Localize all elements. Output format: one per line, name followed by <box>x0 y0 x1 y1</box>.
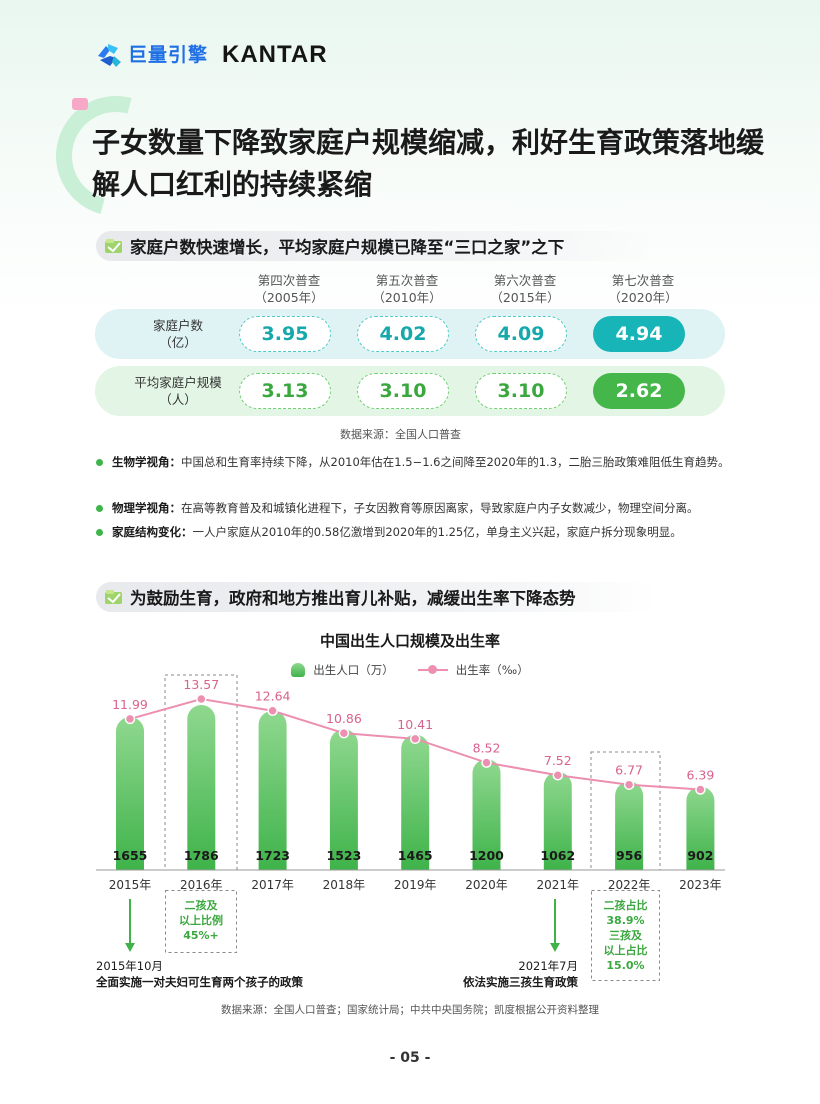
rate-value-label: 13.57 <box>183 677 219 692</box>
bullet-dot <box>96 505 103 512</box>
row-label-household-size: 平均家庭户规模 （人） <box>134 375 222 407</box>
x-tick-label: 2017年 <box>251 878 294 892</box>
legend-item-births: 出生人口（万） <box>291 662 394 678</box>
birth-value-label: 1465 <box>398 848 433 863</box>
birth-value-label: 1723 <box>255 848 290 863</box>
birth-bar <box>401 734 430 870</box>
x-tick-label: 2021年 <box>537 878 580 892</box>
x-tick-label: 2022年 <box>608 878 651 892</box>
legend-item-rate: 出生率（‰） <box>417 662 529 678</box>
logo-text-cn: 巨量引擎 <box>128 44 209 66</box>
bullet-family-structure: 家庭结构变化：一人户家庭从2010年的0.58亿激增到2020年的1.25亿，单… <box>96 522 736 543</box>
page-title: 子女数量下降致家庭户规模缩减，利好生育政策落地缓解人口红利的持续紧缩 <box>92 126 765 201</box>
value-pill-highlight: 2.62 <box>593 373 685 409</box>
birth-bar <box>686 786 715 870</box>
x-tick-label: 2020年 <box>465 878 508 892</box>
note-2022-box <box>591 890 660 981</box>
page-number: - 05 - <box>389 1050 431 1066</box>
birth-value-label: 1786 <box>184 848 219 863</box>
legend-bar-swatch <box>291 663 306 677</box>
rate-value-label: 6.77 <box>615 763 643 778</box>
section-heading-text: 为鼓励生育，政府和地方推出育儿补贴，减缓出生率下降态势 <box>130 589 576 608</box>
bullet-physics: 物理学视角：在高等教育普及和城镇化进程下，子女因教育等原因离家，导致家庭户内子女… <box>96 498 736 519</box>
rate-point <box>409 733 421 745</box>
rate-point <box>695 784 706 795</box>
rate-point <box>623 779 635 790</box>
x-tick-label: 2023年 <box>679 878 722 892</box>
value-pill: 3.13 <box>239 373 331 409</box>
birth-bar <box>543 771 572 870</box>
decorative-tag-icon <box>72 98 88 110</box>
note-2016-box <box>165 890 237 953</box>
arrow-2021-head-icon <box>550 943 560 952</box>
value-pill-highlight: 4.94 <box>593 316 685 352</box>
chart-title: 中国出生人口规模及出生率 <box>319 632 500 650</box>
rate-value-label: 10.86 <box>326 711 362 726</box>
brand-logo-icon <box>98 44 121 67</box>
value-pill: 3.10 <box>475 373 567 409</box>
x-tick-label: 2018年 <box>323 878 366 892</box>
bullet-dot <box>96 529 103 536</box>
x-tick-label: 2015年 <box>109 878 152 892</box>
value-pill: 3.95 <box>239 316 331 352</box>
rate-value-label: 7.52 <box>544 753 572 768</box>
birth-value-label: 1062 <box>540 848 575 863</box>
folder-icon <box>105 239 122 253</box>
section-heading-birth: 为鼓励生育，政府和地方推出育儿补贴，减缓出生率下降态势 <box>96 582 656 612</box>
birth-bar <box>258 710 287 870</box>
chart-legend: 出生人口（万） 出生率（‰） <box>0 662 820 678</box>
birth-bar <box>472 759 501 870</box>
row-label-household-count: 家庭户数 （亿） <box>152 318 203 350</box>
census-col-header: 第七次普查 （2020年） <box>608 273 678 305</box>
rate-value-label: 11.99 <box>112 697 148 712</box>
arrow-2015-head-icon <box>125 943 135 952</box>
rate-point <box>196 693 207 705</box>
rate-point <box>481 757 492 768</box>
birth-value-label: 1655 <box>113 848 148 863</box>
folder-icon <box>105 590 122 604</box>
data-source-census: 数据来源：全国人口普查 <box>340 428 461 441</box>
policy-arrows <box>125 899 560 952</box>
census-col-header: 第六次普查 （2015年） <box>490 273 560 305</box>
legend-line-swatch <box>417 665 448 674</box>
x-tick-label: 2016年 <box>180 878 223 892</box>
value-pill: 4.09 <box>475 316 567 352</box>
rate-value-label: 12.64 <box>255 689 291 704</box>
value-pill: 3.10 <box>357 373 449 409</box>
birth-bar <box>187 705 216 870</box>
section-heading-text: 家庭户数快速增长，平均家庭户规模已降至“三口之家”之下 <box>130 238 565 257</box>
rate-point <box>338 727 350 739</box>
rate-value-label: 10.41 <box>397 717 433 732</box>
birth-chart: 1655 11.99 1786 13.57 1723 12.64 1523 10.86 1465… <box>96 674 725 892</box>
logo-text-kantar: KANTAR <box>222 41 328 68</box>
value-pill: 4.02 <box>357 316 449 352</box>
rate-point <box>552 769 564 781</box>
birth-value-label: 1200 <box>469 848 504 863</box>
birth-bar <box>329 729 358 870</box>
birth-value-label: 1523 <box>327 848 362 863</box>
note-2022: 二孩占比 38.9% 三孩及 以上占比 15.0% <box>603 899 648 972</box>
policy-2015: 2015年10月 全面实施一对夫妇可生育两个孩子的政策 <box>96 959 303 989</box>
highlight-box-2022 <box>590 751 661 871</box>
rate-value-label: 6.39 <box>686 767 714 782</box>
x-tick-label: 2019年 <box>394 878 437 892</box>
census-col-header: 第四次普查 （2005年） <box>254 273 324 305</box>
birth-value-label: 956 <box>616 848 642 863</box>
policy-2021: 2021年7月 依法实施三孩生育政策 <box>463 959 578 989</box>
data-source-chart: 数据来源：全国人口普查；国家统计局；中共中央国务院；凯度根据公开资料整理 <box>221 1004 599 1016</box>
birth-bar <box>116 717 144 870</box>
census-col-header: 第五次普查 （2010年） <box>372 273 442 305</box>
rate-point <box>267 705 278 716</box>
rate-value-label: 8.52 <box>473 741 501 756</box>
bullet-biology: 生物学视角：中国总和生育率持续下降，从2010年估在1.5−1.6之间降至202… <box>96 452 736 473</box>
rate-point <box>124 713 136 725</box>
birth-bar <box>615 781 644 870</box>
section-heading-household: 家庭户数快速增长，平均家庭户规模已降至“三口之家”之下 <box>96 231 656 261</box>
note-2016: 二孩及 以上比例 45%+ <box>179 899 223 942</box>
bullet-dot <box>96 459 103 466</box>
birth-value-label: 902 <box>687 848 713 863</box>
